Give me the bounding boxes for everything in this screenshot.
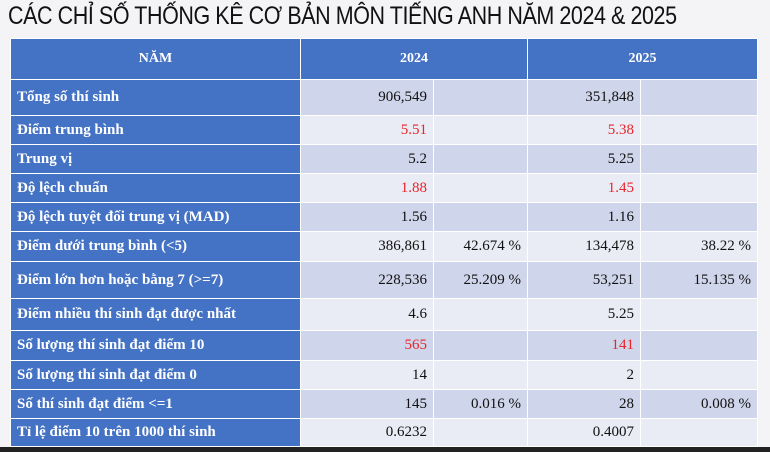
value-2024: 386,861 <box>300 231 434 262</box>
table-row: Điểm nhiều thí sinh đạt được nhất 4.6 5.25 <box>10 298 758 331</box>
percent-2024 <box>433 360 528 390</box>
percent-2025 <box>640 418 758 447</box>
row-label: Độ lệch tuyệt đối trung vị (MAD) <box>10 202 301 232</box>
percent-2025 <box>640 330 758 361</box>
percent-2025 <box>640 173 758 203</box>
table-row: Độ lệch chuẩn 1.88 1.45 <box>10 173 758 203</box>
value-2025: 134,478 <box>527 231 641 262</box>
value-2024: 145 <box>300 389 434 419</box>
row-label: Số lượng thí sinh đạt điểm 0 <box>10 360 301 390</box>
value-2024: 228,536 <box>300 261 434 299</box>
percent-2025 <box>640 115 758 145</box>
statistics-table: NĂM 2024 2025 Tổng số thí sinh 906,549 351… <box>10 38 758 447</box>
table-body: Tổng số thí sinh 906,549 351,848 Điểm trung… <box>10 79 758 447</box>
value-2024: 565 <box>300 330 434 361</box>
value-2024: 4.6 <box>300 298 434 331</box>
row-label: Tỉ lệ điểm 10 trên 1000 thí sinh <box>10 418 301 447</box>
percent-2024 <box>433 173 528 203</box>
table-row: Số lượng thí sinh đạt điểm 10 565 141 <box>10 330 758 361</box>
value-2024: 14 <box>300 360 434 390</box>
value-2024: 1.56 <box>300 202 434 232</box>
percent-2025: 15.135 % <box>640 261 758 299</box>
row-label: Điểm trung bình <box>10 115 301 145</box>
percent-2025 <box>640 202 758 232</box>
table-row: Điểm dưới trung bình (<5) 386,861 42.674 %… <box>10 231 758 262</box>
value-2025: 5.25 <box>527 144 641 174</box>
table-row: Trung vị 5.2 5.25 <box>10 144 758 174</box>
percent-2024: 25.209 % <box>433 261 528 299</box>
value-2025: 2 <box>527 360 641 390</box>
row-label: Điểm lớn hơn hoặc bằng 7 (>=7) <box>10 261 301 299</box>
value-2025: 0.4007 <box>527 418 641 447</box>
value-2024: 1.88 <box>300 173 434 203</box>
value-2025: 1.45 <box>527 173 641 203</box>
row-label: Trung vị <box>10 144 301 174</box>
row-label: Số lượng thí sinh đạt điểm 10 <box>10 330 301 361</box>
table-row: Điểm trung bình 5.51 5.38 <box>10 115 758 145</box>
percent-2024 <box>433 330 528 361</box>
header-2025: 2025 <box>527 38 758 80</box>
value-2024: 0.6232 <box>300 418 434 447</box>
value-2025: 351,848 <box>527 79 641 116</box>
bottom-bar <box>0 447 770 452</box>
table-row: Điểm lớn hơn hoặc bằng 7 (>=7) 228,536 25.… <box>10 261 758 299</box>
value-2024: 906,549 <box>300 79 434 116</box>
percent-2025 <box>640 144 758 174</box>
row-label: Tổng số thí sinh <box>10 79 301 116</box>
percent-2024 <box>433 298 528 331</box>
percent-2024 <box>433 144 528 174</box>
header-year-label: NĂM <box>10 38 301 80</box>
percent-2024 <box>433 202 528 232</box>
row-label: Số thí sinh đạt điểm <=1 <box>10 389 301 419</box>
header-2024: 2024 <box>300 38 528 80</box>
row-label: Độ lệch chuẩn <box>10 173 301 203</box>
value-2025: 141 <box>527 330 641 361</box>
percent-2024 <box>433 115 528 145</box>
table-row: Tổng số thí sinh 906,549 351,848 <box>10 79 758 116</box>
value-2025: 5.38 <box>527 115 641 145</box>
value-2025: 5.25 <box>527 298 641 331</box>
page-title: CÁC CHỈ SỐ THỐNG KÊ CƠ BẢN MÔN TIẾNG ANH… <box>8 2 677 30</box>
percent-2025: 38.22 % <box>640 231 758 262</box>
row-label: Điểm dưới trung bình (<5) <box>10 231 301 262</box>
percent-2025 <box>640 79 758 116</box>
value-2024: 5.2 <box>300 144 434 174</box>
table-row: Tỉ lệ điểm 10 trên 1000 thí sinh 0.6232 0.… <box>10 418 758 447</box>
header-row: NĂM 2024 2025 <box>10 38 758 80</box>
value-2025: 1.16 <box>527 202 641 232</box>
value-2025: 53,251 <box>527 261 641 299</box>
value-2024: 5.51 <box>300 115 434 145</box>
percent-2025 <box>640 298 758 331</box>
percent-2024: 42.674 % <box>433 231 528 262</box>
percent-2025: 0.008 % <box>640 389 758 419</box>
table-row: Độ lệch tuyệt đối trung vị (MAD) 1.56 1.16 <box>10 202 758 232</box>
table-row: Số lượng thí sinh đạt điểm 0 14 2 <box>10 360 758 390</box>
row-label: Điểm nhiều thí sinh đạt được nhất <box>10 298 301 331</box>
table-row: Số thí sinh đạt điểm <=1 145 0.016 % 28 0.00… <box>10 389 758 419</box>
value-2025: 28 <box>527 389 641 419</box>
percent-2024: 0.016 % <box>433 389 528 419</box>
percent-2025 <box>640 360 758 390</box>
percent-2024 <box>433 79 528 116</box>
percent-2024 <box>433 418 528 447</box>
